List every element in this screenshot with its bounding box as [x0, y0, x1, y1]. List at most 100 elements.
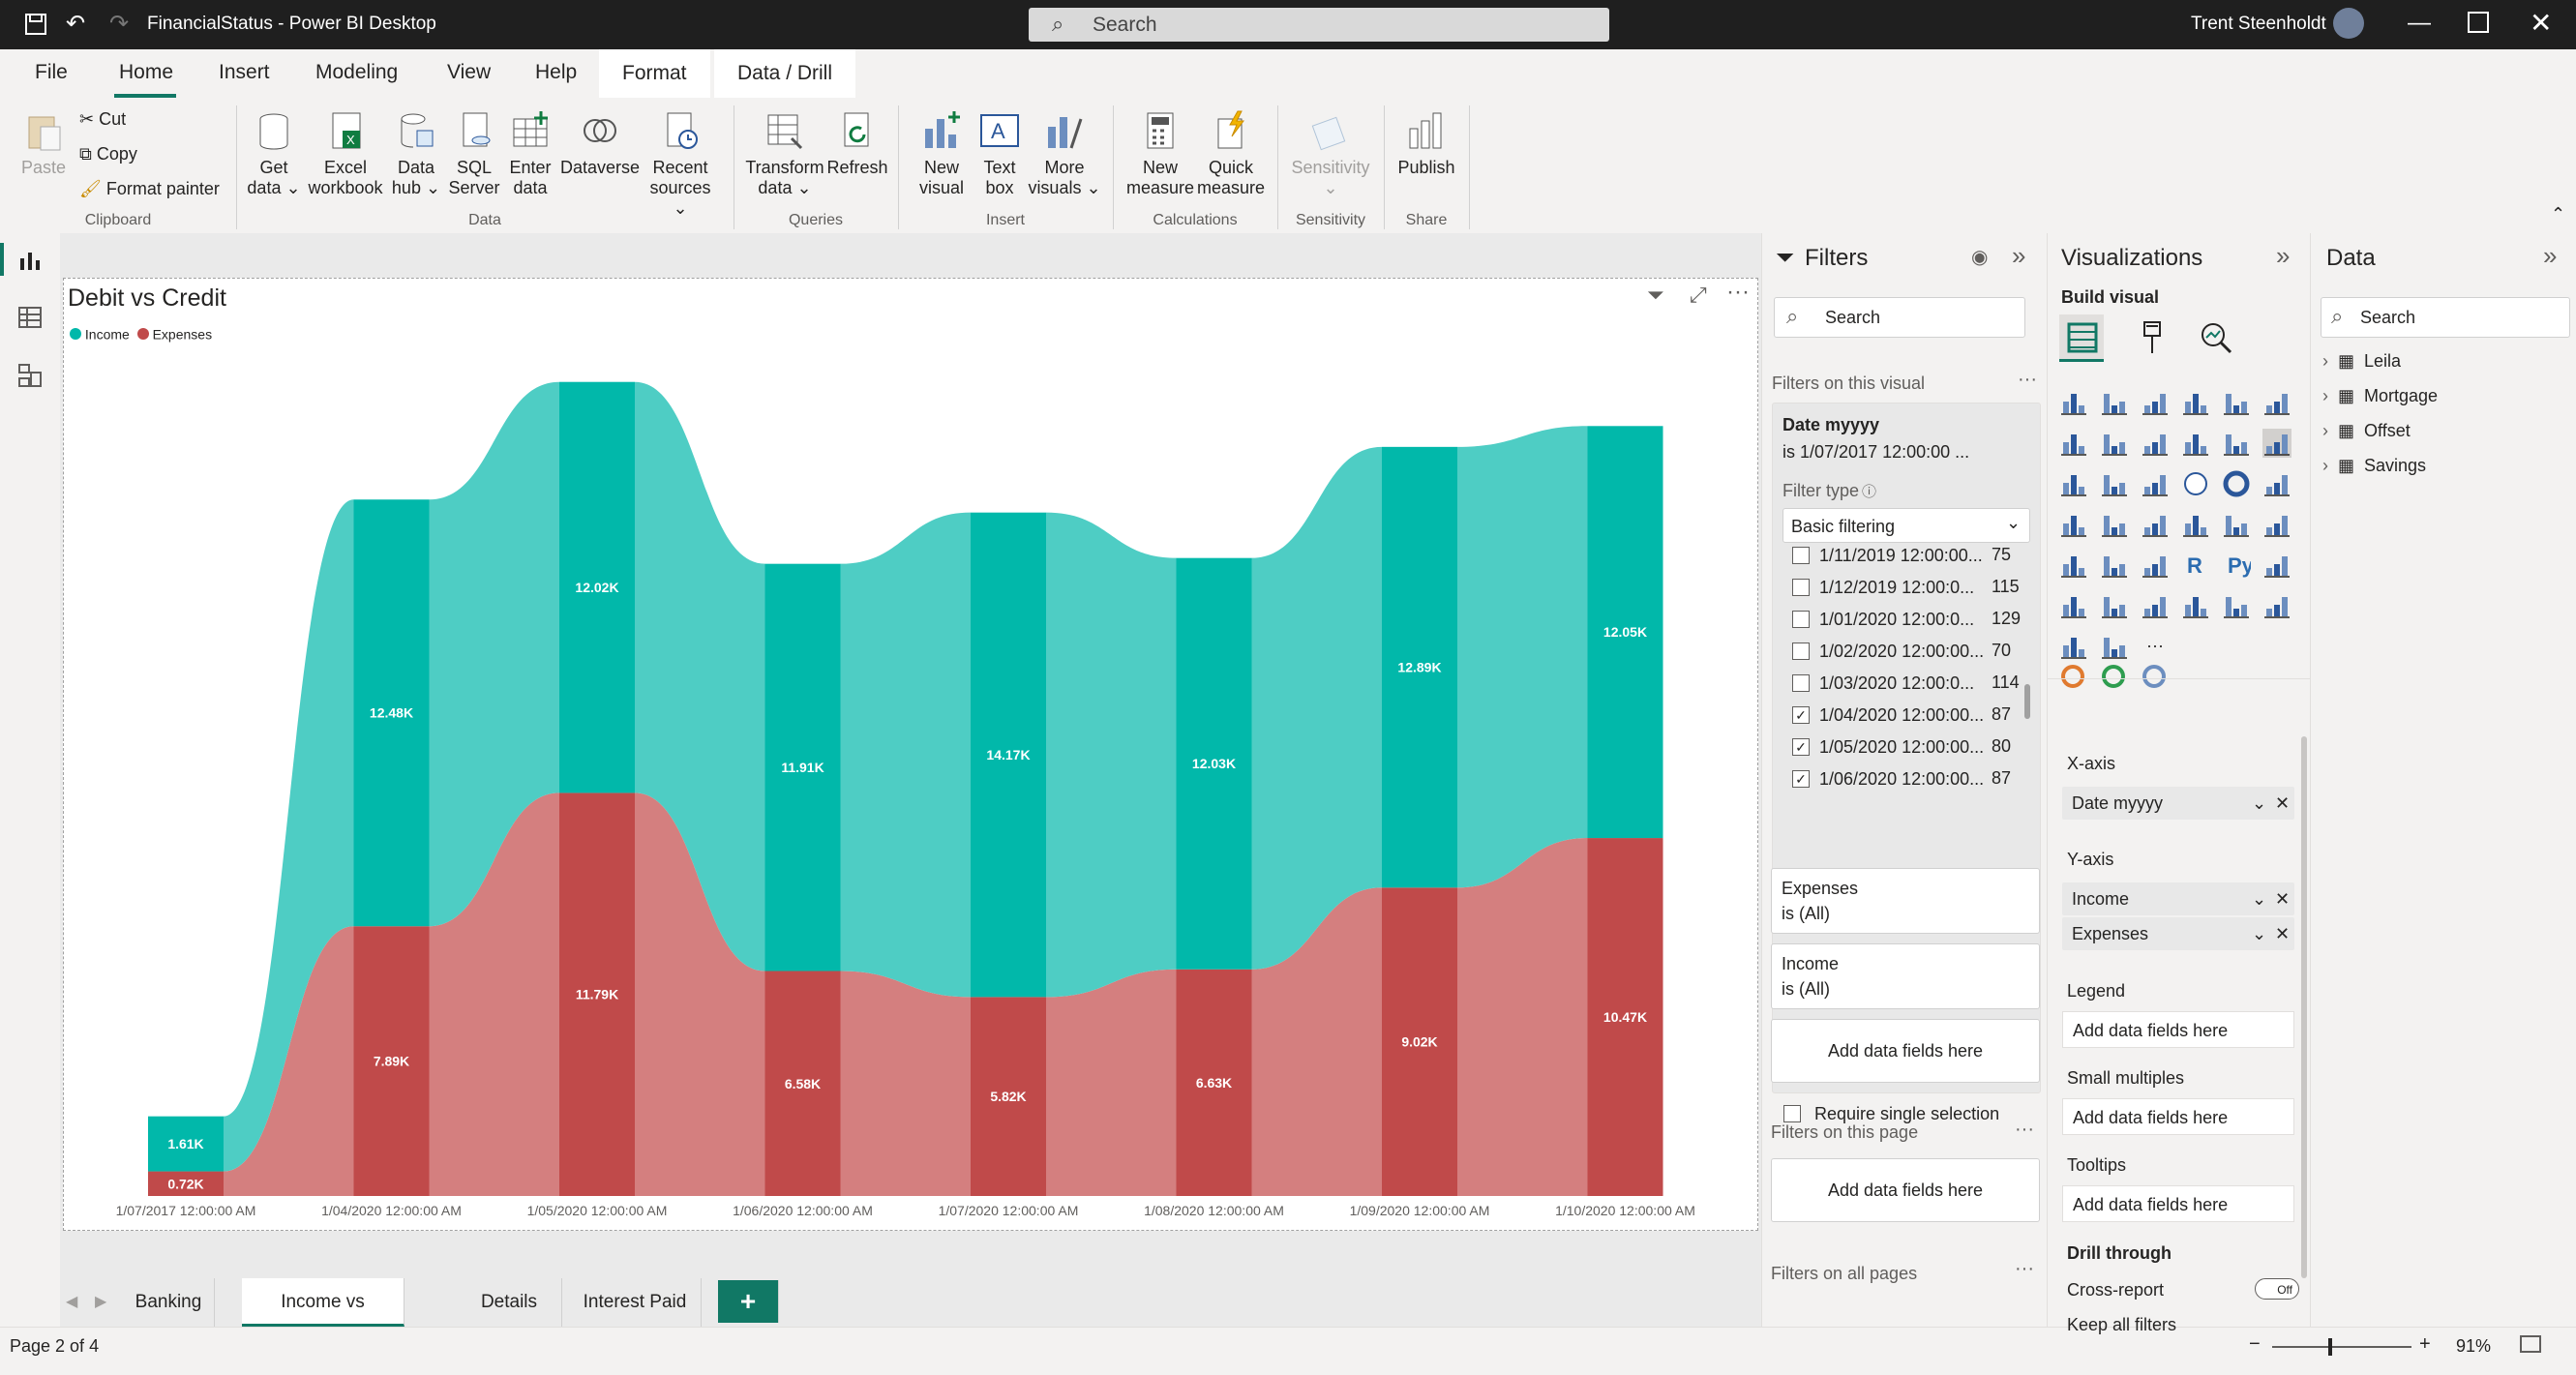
data-table-item[interactable]: › ▦ Leila [2322, 351, 2401, 372]
table-view-icon[interactable] [17, 305, 43, 330]
map-icon[interactable] [2059, 510, 2088, 539]
power-automate-alt-icon[interactable] [2100, 632, 2129, 661]
focus-mode-icon[interactable]: ⤢ [1690, 283, 1707, 307]
line-chart-icon[interactable] [2059, 429, 2088, 458]
tab-help[interactable]: Help [535, 61, 578, 83]
expenses-bar[interactable] [353, 926, 430, 1196]
income-ribbon[interactable] [635, 381, 765, 971]
power-apps-icon[interactable] [2262, 591, 2291, 620]
excel-workbook-button[interactable]: X Excel workbook [306, 109, 385, 198]
data-search-input[interactable]: ⌕ Search [2321, 297, 2570, 338]
income-bar[interactable] [971, 512, 1046, 998]
decomposition-tree-icon[interactable] [2059, 591, 2088, 620]
income-bar[interactable] [1382, 446, 1457, 888]
power-automate-icon[interactable] [2059, 632, 2088, 661]
xaxis-field-well[interactable]: Date myyyy ⌄ ✕ [2062, 787, 2294, 820]
area-chart-icon[interactable] [2100, 429, 2129, 458]
new-visual-button[interactable]: New visual [914, 109, 970, 198]
more-options-icon[interactable]: ··· [2015, 1258, 2034, 1279]
copy-button[interactable]: ⧉ Copy [79, 144, 137, 164]
income-bar[interactable] [1587, 426, 1663, 839]
minimize-icon[interactable]: — [2408, 10, 2431, 36]
zoom-slider-track[interactable] [2272, 1346, 2411, 1348]
model-view-icon[interactable] [17, 363, 43, 388]
expenses-ribbon[interactable] [224, 926, 354, 1196]
funnel-icon[interactable] [2100, 469, 2129, 498]
page-tab-details[interactable]: Details [457, 1278, 562, 1327]
remove-field-icon[interactable]: ✕ [2275, 889, 2291, 909]
data-hub-button[interactable]: Data hub ⌄ [387, 109, 445, 198]
income-ribbon[interactable] [1457, 426, 1588, 888]
filters-search-input[interactable]: ⌕ Search [1774, 297, 2025, 338]
more-options-icon[interactable]: ··· [2018, 369, 2037, 390]
expenses-ribbon[interactable] [1251, 887, 1383, 1196]
text-box-button[interactable]: A Text box [973, 109, 1026, 198]
expenses-ribbon[interactable] [635, 792, 765, 1196]
zoom-in-icon[interactable]: + [2419, 1333, 2431, 1355]
new-measure-button[interactable]: New measure [1126, 109, 1194, 198]
recent-sources-button[interactable]: Recent sources ⌄ [643, 109, 718, 219]
waterfall-icon[interactable] [2059, 469, 2088, 498]
ribbon-chart-icon[interactable] [2262, 429, 2291, 458]
stacked-bar-100-icon[interactable] [2222, 388, 2251, 417]
require-single-checkbox[interactable] [1783, 1105, 1801, 1122]
zoom-out-icon[interactable]: − [2249, 1333, 2261, 1355]
filter-value-item[interactable]: ✓ 1/05/2020 12:00:00... 80 [1792, 736, 2034, 765]
sql-server-button[interactable]: SQL Server [447, 109, 501, 198]
collapse-visualizations-icon[interactable]: » [2276, 241, 2291, 270]
refresh-button[interactable]: Refresh [826, 109, 888, 178]
scrollbar-thumb[interactable] [2301, 736, 2307, 1278]
r-visual-icon[interactable]: R [2181, 551, 2210, 580]
yaxis-income-well[interactable]: Income ⌄ ✕ [2062, 882, 2294, 915]
filter-value-item[interactable]: 1/12/2019 12:00:0... 115 [1792, 577, 2034, 606]
scrollbar-thumb[interactable] [2024, 684, 2030, 719]
small-multiples-add-fields-well[interactable]: Add data fields here [2062, 1098, 2294, 1135]
next-page-icon[interactable]: ▶ [95, 1294, 107, 1310]
yaxis-expenses-well[interactable]: Expenses ⌄ ✕ [2062, 917, 2294, 950]
filter-value-item[interactable]: 1/02/2020 12:00:00... 70 [1792, 641, 2034, 670]
paginated-report-icon[interactable] [2222, 591, 2251, 620]
clustered-bar-icon[interactable] [2141, 388, 2170, 417]
filter-type-dropdown[interactable]: Basic filtering ⌄ [1782, 508, 2030, 543]
filter-value-item[interactable]: 1/11/2019 12:00:00... 75 [1792, 545, 2034, 574]
word-cloud-icon[interactable] [2142, 665, 2166, 688]
tab-home[interactable]: Home [119, 61, 174, 83]
stacked-column-icon[interactable] [2100, 388, 2129, 417]
filter-value-item[interactable]: ✓ 1/04/2020 12:00:00... 87 [1792, 704, 2034, 733]
smart-narrative-icon[interactable] [2141, 591, 2170, 620]
goals-icon[interactable] [2181, 591, 2210, 620]
format-painter-button[interactable]: 🖌 Format painter [79, 179, 220, 199]
checked-checkbox[interactable]: ✓ [1792, 738, 1810, 757]
redo-icon[interactable]: ↷ [109, 11, 130, 37]
publish-button[interactable]: Publish [1392, 109, 1461, 178]
income-bar[interactable] [148, 1116, 224, 1172]
qa-icon[interactable] [2100, 591, 2129, 620]
tooltips-add-fields-well[interactable]: Add data fields here [2062, 1185, 2294, 1222]
collapse-ribbon-icon[interactable]: ⌃ [2551, 204, 2566, 224]
undo-icon[interactable]: ↶ [66, 11, 86, 37]
analytics-icon[interactable] [2199, 320, 2233, 355]
custom-visual-icon[interactable] [2061, 665, 2084, 688]
donut-icon[interactable] [2222, 469, 2251, 498]
stacked-bar-icon[interactable] [2059, 388, 2088, 417]
expenses-bar[interactable] [1382, 887, 1457, 1196]
expenses-bar[interactable] [1587, 838, 1663, 1196]
get-data-button[interactable]: Get data ⌄ [244, 109, 304, 198]
stacked-column-100-icon[interactable] [2262, 388, 2291, 417]
require-single-row[interactable]: Require single selection [1772, 1096, 2039, 1135]
tab-file[interactable]: File [35, 61, 68, 83]
income-bar[interactable] [353, 499, 430, 927]
chevron-right-icon[interactable]: › [2322, 456, 2338, 475]
prev-page-icon[interactable]: ◀ [66, 1294, 78, 1310]
format-visual-icon[interactable] [2137, 320, 2168, 355]
tab-data-drill[interactable]: Data / Drill [714, 49, 856, 98]
income-bar[interactable] [1176, 557, 1252, 970]
expenses-ribbon[interactable] [429, 792, 560, 1196]
expenses-bar[interactable] [764, 971, 841, 1196]
pie-icon[interactable] [2181, 469, 2210, 498]
scatter-icon[interactable] [2141, 469, 2170, 498]
chevron-right-icon[interactable]: › [2322, 421, 2338, 440]
chevron-down-icon[interactable]: ⌄ [2252, 924, 2267, 943]
data-table-item[interactable]: › ▦ Savings [2322, 456, 2426, 476]
filter-icon[interactable]: ⏷ [1647, 283, 1664, 307]
